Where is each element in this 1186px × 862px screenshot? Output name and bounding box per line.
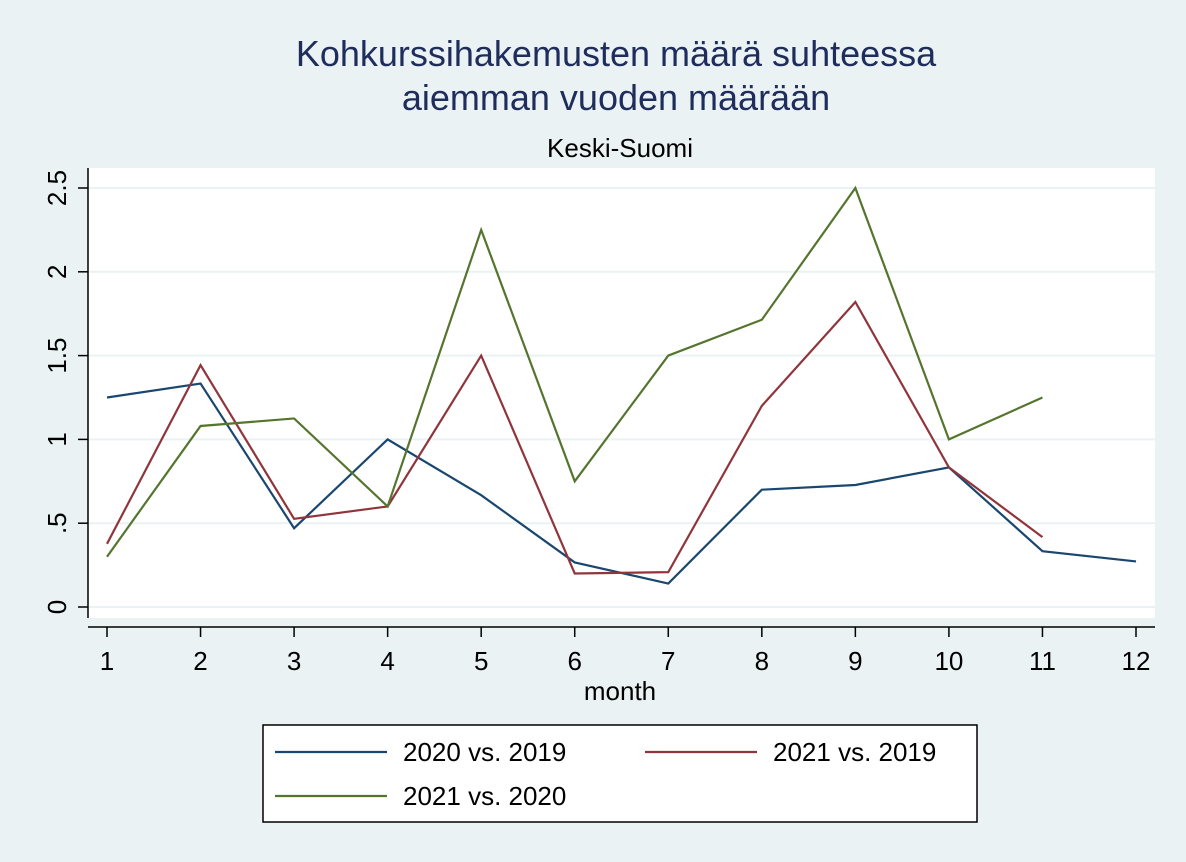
legend-box [262,724,978,823]
legend-label: 2021 vs. 2020 [403,781,566,811]
x-tick-label: 1 [100,646,114,676]
legend-label: 2021 vs. 2019 [773,737,936,767]
x-tick-label: 11 [1029,646,1056,676]
legend-item: 2021 vs. 2020 [275,781,566,811]
x-tick-label: 7 [661,646,675,676]
x-axis-label: month [584,676,656,706]
legend-item: 2021 vs. 2019 [645,737,936,767]
x-tick-label: 3 [287,646,301,676]
y-tick-label: 1.5 [42,338,72,374]
chart-subtitle: Keski-Suomi [547,133,693,163]
y-tick-label: .5 [42,512,72,534]
plot-area [88,168,1155,618]
x-tick-label: 9 [848,646,862,676]
legend: 2020 vs. 2019 2021 vs. 2019 2021 vs. 2020 [262,724,978,823]
x-tick-label: 10 [934,646,963,676]
x-tick-label: 8 [755,646,769,676]
x-tick-label: 12 [1122,646,1151,676]
chart-title-line-1: Kohkurssihakemusten määrä suhteessa [296,33,937,74]
x-tick-label: 2 [193,646,207,676]
series-line-2 [106,300,1044,575]
x-tick-label: 6 [567,646,581,676]
series-line-3 [106,185,1043,558]
x-tick-label: 4 [380,646,394,676]
legend-item: 2020 vs. 2019 [275,737,566,767]
legend-label: 2020 vs. 2019 [403,737,566,767]
y-tick-label: 0 [42,600,72,614]
y-tick-label: 1 [42,432,72,446]
y-tick-label: 2 [42,265,72,279]
chart-title-line-2: aiemman vuoden määrään [402,77,830,118]
x-tick-label: 5 [474,646,488,676]
y-tick-label: 2.5 [42,170,72,206]
